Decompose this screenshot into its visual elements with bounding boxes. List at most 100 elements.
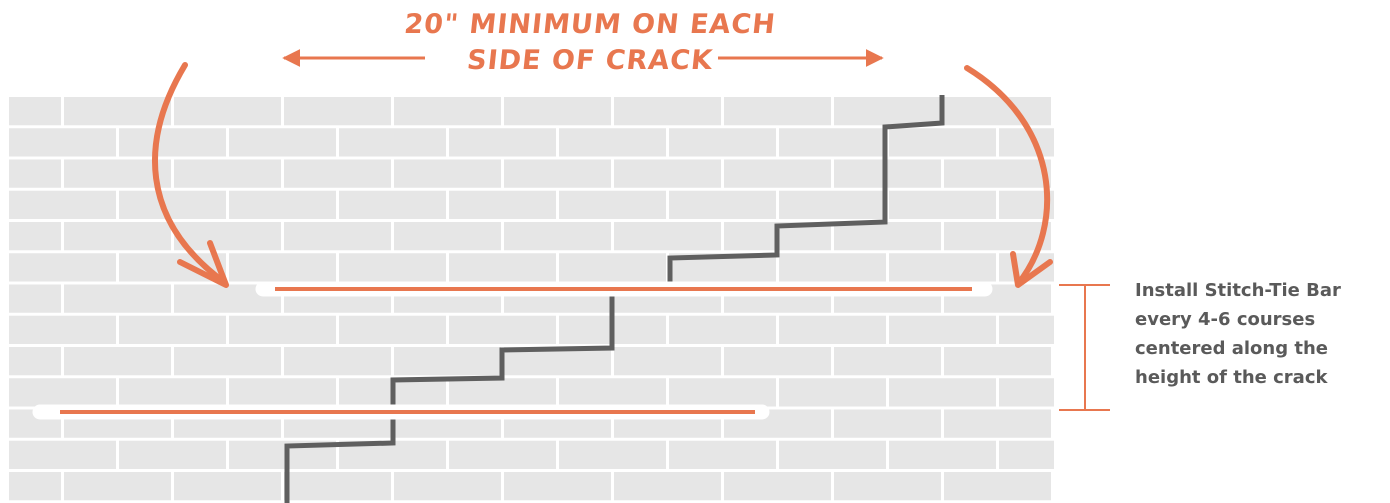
- header-line-2: SIDE OF CRACK: [465, 45, 715, 76]
- brick: [64, 97, 171, 126]
- brick: [9, 253, 116, 282]
- curved-arrow-right-head: [1010, 251, 1053, 288]
- brick: [174, 472, 281, 501]
- brick: [779, 128, 886, 157]
- brick: [9, 128, 116, 157]
- brick: [669, 315, 776, 344]
- brick: [449, 128, 556, 157]
- brick: [724, 97, 831, 126]
- brick: [229, 253, 336, 282]
- brick: [724, 347, 831, 376]
- brick: [944, 347, 1051, 376]
- brick: [284, 97, 391, 126]
- brick: [669, 378, 776, 407]
- brick: [394, 159, 501, 188]
- brick: [284, 222, 391, 251]
- brick: [944, 222, 1051, 251]
- brick: [119, 190, 226, 219]
- brick: [614, 222, 721, 251]
- brick: [889, 128, 996, 157]
- brick: [449, 190, 556, 219]
- brick: [504, 472, 611, 501]
- header-line-1: 20" MINIMUM ON EACH: [402, 9, 778, 40]
- brick: [614, 472, 721, 501]
- brick: [724, 472, 831, 501]
- brick: [944, 409, 1051, 438]
- brick: [394, 347, 501, 376]
- brick-wall: [9, 97, 1054, 501]
- brick: [229, 190, 336, 219]
- brick: [999, 440, 1054, 469]
- brick: [9, 159, 61, 188]
- curved-arrow-right: [964, 65, 1051, 287]
- brick: [9, 378, 116, 407]
- brick: [64, 222, 171, 251]
- brick: [559, 190, 666, 219]
- brick: [9, 222, 61, 251]
- brick: [119, 128, 226, 157]
- brick: [669, 440, 776, 469]
- brick: [119, 378, 226, 407]
- brick: [9, 472, 61, 501]
- brick: [394, 97, 501, 126]
- brick: [339, 253, 446, 282]
- brick: [394, 472, 501, 501]
- brick: [669, 128, 776, 157]
- brick: [229, 378, 336, 407]
- brick: [284, 472, 391, 501]
- curved-arrow-left-head: [177, 240, 229, 288]
- brick: [229, 315, 336, 344]
- brick: [944, 97, 1051, 126]
- brick: [779, 378, 886, 407]
- brick: [889, 190, 996, 219]
- brick: [889, 253, 996, 282]
- brick: [9, 440, 116, 469]
- brick: [999, 378, 1054, 407]
- brick: [504, 222, 611, 251]
- brick: [449, 440, 556, 469]
- brick: [394, 222, 501, 251]
- brick: [449, 315, 556, 344]
- brick: [834, 472, 941, 501]
- brick: [339, 190, 446, 219]
- brick: [449, 378, 556, 407]
- brick: [559, 253, 666, 282]
- brick: [724, 159, 831, 188]
- brick: [944, 472, 1051, 501]
- brick: [64, 284, 171, 313]
- brick: [614, 97, 721, 126]
- brick: [174, 159, 281, 188]
- brick: [284, 159, 391, 188]
- note-line-2: every 4-6 courses: [1135, 309, 1316, 330]
- brick: [889, 440, 996, 469]
- brick: [119, 315, 226, 344]
- brick: [174, 347, 281, 376]
- brick: [834, 97, 941, 126]
- brick: [669, 190, 776, 219]
- brick: [834, 222, 941, 251]
- note-line-3: centered along the: [1135, 338, 1329, 359]
- brick: [504, 97, 611, 126]
- brick: [504, 159, 611, 188]
- brick: [559, 378, 666, 407]
- brick: [779, 253, 886, 282]
- brick: [229, 128, 336, 157]
- brick: [64, 347, 171, 376]
- brick: [339, 128, 446, 157]
- brick: [889, 378, 996, 407]
- span-bracket: [1059, 284, 1110, 411]
- brick: [559, 440, 666, 469]
- note-line-1: Install Stitch-Tie Bar: [1135, 280, 1341, 301]
- brick: [999, 315, 1054, 344]
- brick: [119, 440, 226, 469]
- brick: [834, 347, 941, 376]
- brick: [9, 315, 116, 344]
- brick: [449, 253, 556, 282]
- curved-arrow-left: [152, 62, 227, 285]
- brick: [284, 347, 391, 376]
- brick: [559, 128, 666, 157]
- brick: [9, 347, 61, 376]
- brick: [64, 472, 171, 501]
- brick: [779, 315, 886, 344]
- brick: [614, 159, 721, 188]
